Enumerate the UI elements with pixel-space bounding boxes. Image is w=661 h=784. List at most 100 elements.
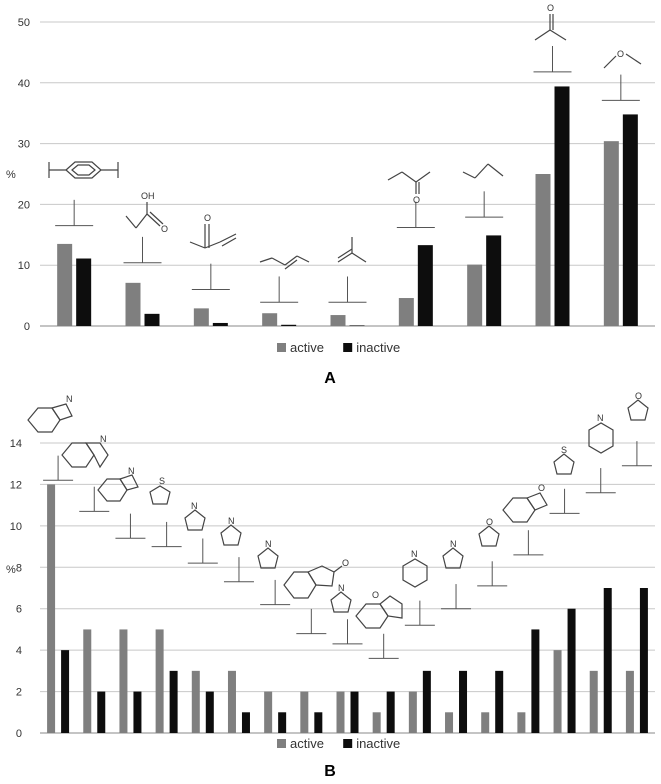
- n-label: N: [338, 583, 345, 593]
- bar-inactive: [459, 670, 468, 733]
- bar-active: [535, 174, 551, 326]
- structures-b: N N N S N N N: [27, 391, 649, 629]
- bar-inactive: [495, 670, 504, 733]
- y-tick-label: 10: [18, 260, 30, 272]
- bar-inactive: [205, 691, 214, 733]
- bar-active: [408, 691, 417, 733]
- o-label: O: [547, 3, 554, 13]
- o-label: O: [204, 213, 211, 223]
- legend-label-active: active: [290, 736, 324, 751]
- o-label: O: [538, 483, 545, 493]
- bar-inactive: [349, 325, 365, 326]
- bar-inactive: [241, 712, 250, 733]
- carbonyl-structure: O: [534, 3, 567, 41]
- morpholine-structure: N: [402, 549, 428, 588]
- y-tick-label: 6: [16, 604, 22, 616]
- bar-inactive: [169, 670, 178, 733]
- bar-active: [553, 650, 562, 733]
- thiazole-structure: S: [149, 476, 171, 505]
- bar-active: [625, 670, 634, 733]
- bar-inactive: [281, 324, 297, 326]
- bar-active: [398, 298, 414, 326]
- o-label: O: [635, 391, 642, 401]
- imidazole-structure: N: [220, 516, 242, 546]
- bar-active: [481, 712, 490, 733]
- bar-inactive: [97, 691, 106, 733]
- enone-structure: O: [189, 213, 237, 249]
- bar-inactive: [212, 322, 228, 326]
- bar-inactive: [531, 629, 540, 733]
- bar-active: [47, 484, 56, 733]
- methoxy-structure: O: [603, 49, 642, 69]
- n-label: N: [597, 413, 604, 423]
- furan-structure: O: [627, 391, 649, 421]
- bar-inactive: [622, 114, 638, 326]
- y-tick-label: 40: [18, 78, 30, 90]
- benzodioxane-structure: O: [355, 590, 403, 629]
- ketone-structure: O: [387, 171, 431, 205]
- bar-inactive: [639, 588, 648, 733]
- bar-active: [262, 313, 278, 326]
- n-label: N: [66, 394, 73, 404]
- y-tick-label: 30: [18, 139, 30, 151]
- bar-active: [589, 670, 598, 733]
- y-tick-label: 8: [16, 562, 22, 574]
- legend-swatch-active: [277, 739, 286, 748]
- bar-active: [330, 315, 346, 326]
- y-axis-label: %: [6, 564, 16, 576]
- panel-label: B: [324, 763, 336, 780]
- y-tick-label: 4: [16, 645, 22, 657]
- n-label: N: [411, 549, 418, 559]
- bar-inactive: [417, 245, 433, 326]
- ethyl-structure: [462, 163, 504, 179]
- bar-inactive: [314, 712, 323, 733]
- y-tick-label: 10: [10, 521, 22, 533]
- y-tick-label: 50: [18, 17, 30, 29]
- bar-inactive: [422, 670, 431, 733]
- panel-label: A: [324, 370, 336, 387]
- chart-b: 0 2 4 6 8 10 12 14% active inactive B: [6, 438, 655, 780]
- n-label: N: [265, 539, 272, 549]
- bar-active: [372, 712, 381, 733]
- bar-active: [603, 141, 619, 326]
- o-label: O: [486, 517, 493, 527]
- n-label: N: [228, 516, 235, 526]
- alkene-structure: [259, 255, 310, 270]
- o-label: O: [617, 49, 624, 59]
- triazole-structure: N: [257, 539, 279, 569]
- bar-active: [193, 308, 209, 326]
- bar-inactive: [144, 313, 160, 326]
- phenyl-structure: [48, 161, 119, 179]
- y-tick-label: 20: [18, 199, 30, 211]
- bar-inactive: [61, 650, 70, 733]
- s-label: S: [159, 476, 165, 486]
- bar-inactive: [603, 588, 612, 733]
- piperazine-structure: N: [588, 413, 614, 454]
- y-tick-label: 14: [10, 438, 22, 450]
- bar-active: [227, 670, 236, 733]
- legend-swatch-inactive: [343, 343, 353, 352]
- bar-active: [125, 282, 141, 326]
- o-label: O: [413, 195, 420, 205]
- quinoline-structure: N: [61, 434, 109, 469]
- y-tick-label: 0: [16, 728, 22, 740]
- n-label: N: [450, 539, 457, 549]
- bar-active: [300, 691, 309, 733]
- o-label: O: [342, 558, 349, 568]
- y-tick-label: 2: [16, 687, 22, 699]
- legend-label-active: active: [290, 340, 324, 355]
- bar-active: [517, 712, 526, 733]
- legend-swatch-active: [277, 343, 286, 352]
- bar-inactive: [133, 691, 142, 733]
- bar-inactive: [278, 712, 287, 733]
- 124-triazole-structure: N: [442, 539, 464, 569]
- bar-active: [445, 712, 454, 733]
- y-tick-label: 12: [10, 479, 22, 491]
- legend-label-inactive: inactive: [356, 736, 400, 751]
- n-label: N: [191, 501, 198, 511]
- trisubstituted-alkene-structure: [337, 237, 367, 263]
- legend-swatch-inactive: [343, 739, 353, 748]
- oxadiazole-structure: O: [478, 517, 500, 547]
- o-label: O: [372, 590, 379, 600]
